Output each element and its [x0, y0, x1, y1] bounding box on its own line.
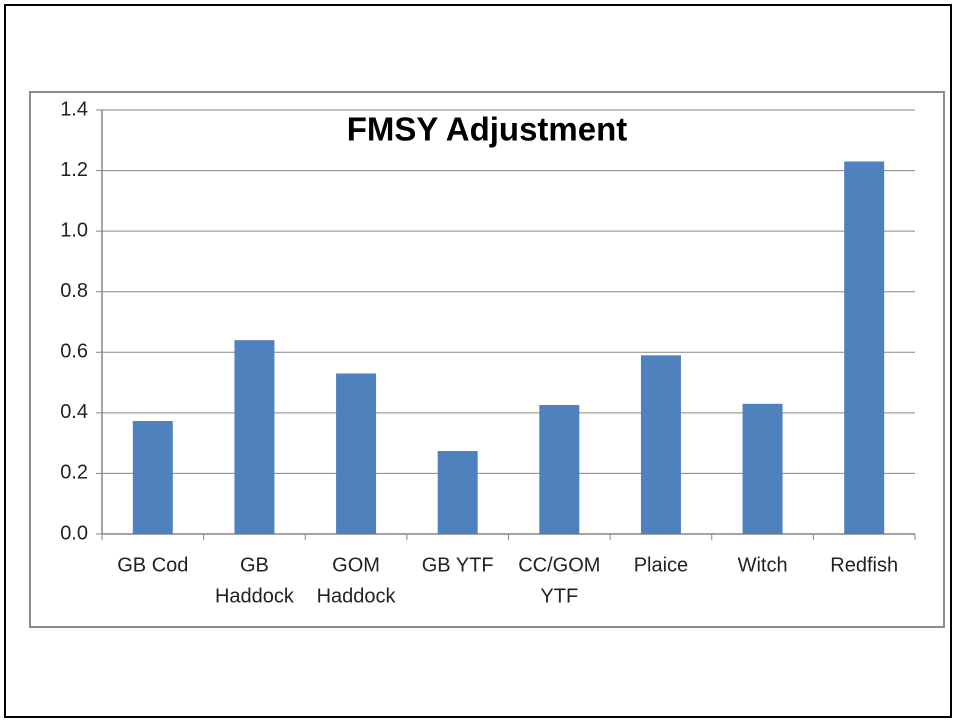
x-tick-label: Haddock — [317, 585, 397, 607]
x-tick-label: Haddock — [215, 585, 295, 607]
y-tick-label: 0.4 — [60, 401, 88, 423]
bar — [742, 403, 783, 534]
x-tick-label: YTF — [540, 585, 578, 607]
x-tick-label: GB YTF — [422, 554, 494, 576]
y-tick-label: 0.8 — [60, 280, 88, 302]
y-tick-label: 1.4 — [60, 98, 88, 120]
y-tick-label: 1.2 — [60, 159, 88, 181]
y-tick-label: 0.0 — [60, 522, 88, 544]
chart-title: FMSY Adjustment — [347, 111, 628, 148]
x-tick-label: Plaice — [634, 554, 688, 576]
y-tick-label: 0.6 — [60, 341, 88, 363]
bar — [234, 340, 275, 534]
x-tick-label: CC/GOM — [518, 554, 600, 576]
x-tick-label: GB — [240, 554, 269, 576]
plot-area: 0.0 0.2 0.4 0.6 0.8 1.0 1.2 1.4 GB Cod GB Haddock G… — [60, 98, 916, 607]
bar — [132, 421, 173, 534]
x-tick-label: Redfish — [830, 554, 898, 576]
bar — [539, 404, 580, 534]
x-tick-label: GB Cod — [117, 554, 188, 576]
bar — [336, 373, 377, 534]
x-tick-label: GOM — [332, 554, 380, 576]
y-tick-label: 1.0 — [60, 219, 88, 241]
chart-frame — [29, 91, 945, 628]
bar — [640, 355, 681, 534]
bar — [437, 451, 478, 534]
y-tick-label: 0.2 — [60, 462, 88, 484]
x-tick-label: Witch — [738, 554, 788, 576]
bar — [844, 161, 885, 534]
